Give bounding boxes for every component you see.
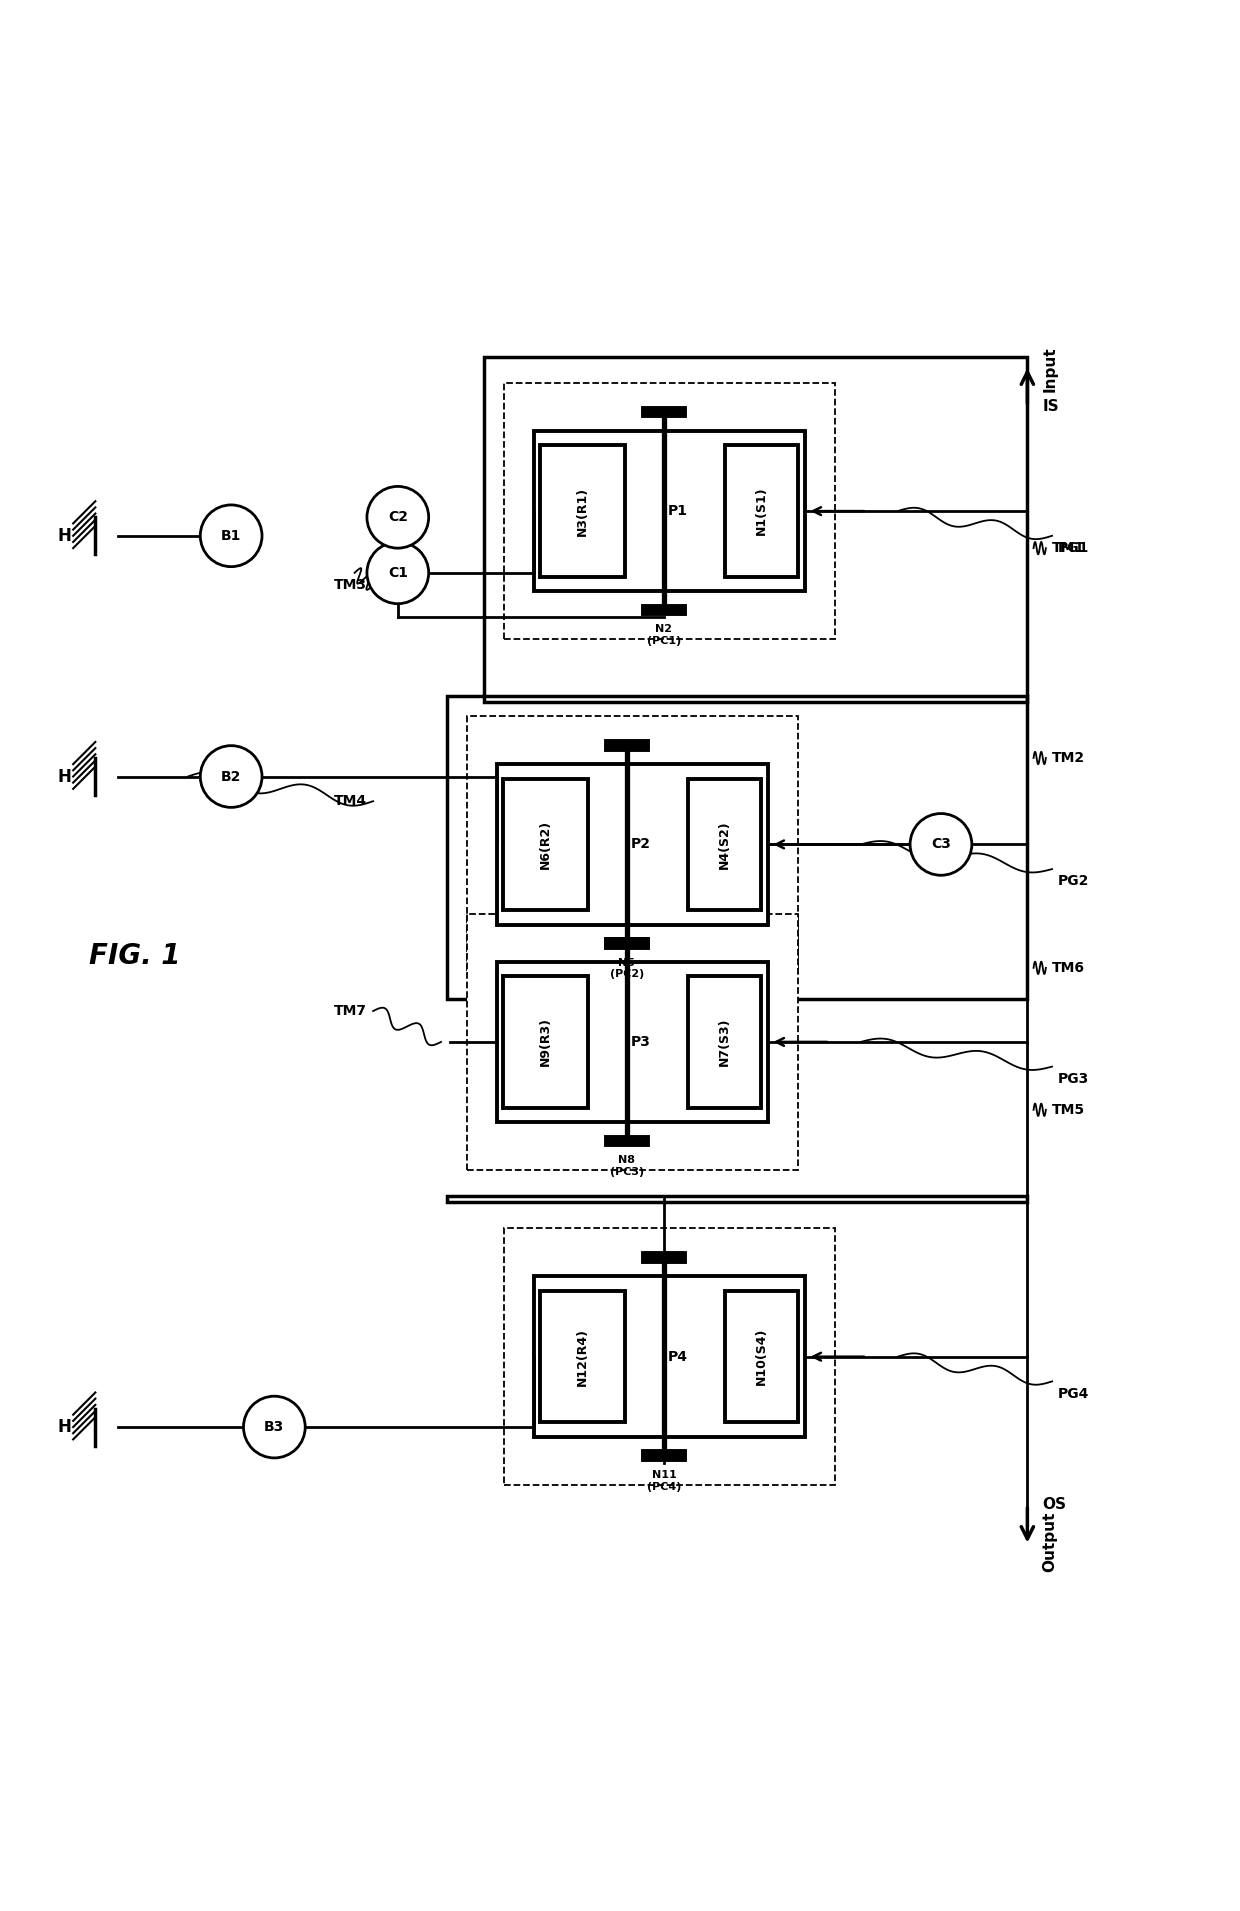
Text: B1: B1 (221, 529, 242, 543)
Text: IS: IS (1042, 399, 1059, 413)
Text: H: H (57, 1418, 72, 1435)
Text: TM7: TM7 (334, 1003, 367, 1019)
Text: OS: OS (1042, 1498, 1066, 1512)
Circle shape (201, 745, 262, 806)
Text: C1: C1 (388, 566, 408, 579)
Bar (484, 357, 1028, 703)
Text: N3(R1): N3(R1) (575, 487, 589, 535)
Bar (533, 430, 805, 590)
Text: N1(S1): N1(S1) (755, 487, 769, 535)
Circle shape (367, 487, 429, 548)
Bar (448, 696, 1028, 999)
Bar (448, 1196, 1028, 1202)
Bar (533, 1277, 805, 1437)
Circle shape (367, 543, 429, 604)
Bar (642, 407, 684, 417)
Text: N11
(PC4): N11 (PC4) (647, 1470, 681, 1491)
Bar (466, 913, 799, 1170)
Text: N5
(PC2): N5 (PC2) (610, 957, 644, 978)
Text: P4: P4 (667, 1349, 687, 1364)
Bar (642, 1450, 684, 1460)
Bar (503, 977, 588, 1108)
Bar (606, 741, 649, 749)
Bar (642, 606, 684, 615)
Text: Output: Output (1042, 1512, 1058, 1573)
Text: N7(S3): N7(S3) (718, 1019, 732, 1066)
Bar (688, 977, 761, 1108)
Text: H: H (57, 768, 72, 785)
Text: N8
(PC3): N8 (PC3) (610, 1154, 644, 1177)
Text: P3: P3 (631, 1036, 651, 1049)
Text: N9(R3): N9(R3) (539, 1017, 552, 1066)
Circle shape (910, 814, 972, 875)
Text: N10(S4): N10(S4) (755, 1328, 769, 1385)
Text: TM3: TM3 (334, 579, 367, 592)
Text: P2: P2 (630, 837, 651, 852)
Bar (688, 778, 761, 910)
Text: N4(S2): N4(S2) (718, 820, 732, 870)
Text: FIG. 1: FIG. 1 (89, 942, 181, 969)
Text: TM6: TM6 (1052, 961, 1085, 975)
Bar (725, 445, 799, 577)
Bar (606, 938, 649, 948)
Bar (725, 1292, 799, 1422)
Bar (642, 1254, 684, 1261)
Text: H: H (57, 527, 72, 545)
Text: TM2: TM2 (1052, 751, 1085, 764)
Bar (606, 1137, 649, 1145)
Bar (496, 961, 768, 1122)
Text: PG3: PG3 (1058, 1072, 1090, 1085)
Text: C3: C3 (931, 837, 951, 852)
Text: PG2: PG2 (1058, 875, 1090, 889)
Bar (503, 382, 835, 640)
Text: Input: Input (1042, 346, 1058, 392)
Text: B3: B3 (264, 1420, 284, 1433)
Text: PG4: PG4 (1058, 1387, 1090, 1401)
Text: TM1: TM1 (1052, 541, 1085, 554)
Bar (503, 778, 588, 910)
Bar (541, 445, 625, 577)
Text: P1: P1 (667, 505, 687, 518)
Circle shape (243, 1397, 305, 1458)
Text: B2: B2 (221, 770, 242, 784)
Bar (541, 1292, 625, 1422)
Text: TM5: TM5 (1052, 1103, 1085, 1116)
Text: C2: C2 (388, 510, 408, 524)
Bar (606, 938, 649, 948)
Bar (466, 717, 799, 973)
Text: N6(R2): N6(R2) (539, 820, 552, 870)
Text: TM4: TM4 (334, 795, 367, 808)
Circle shape (201, 505, 262, 568)
Text: PG1: PG1 (1058, 541, 1090, 554)
Text: N2
(PC1): N2 (PC1) (647, 625, 681, 646)
Bar (496, 764, 768, 925)
Text: N12(R4): N12(R4) (575, 1328, 589, 1385)
Bar (503, 1229, 835, 1485)
